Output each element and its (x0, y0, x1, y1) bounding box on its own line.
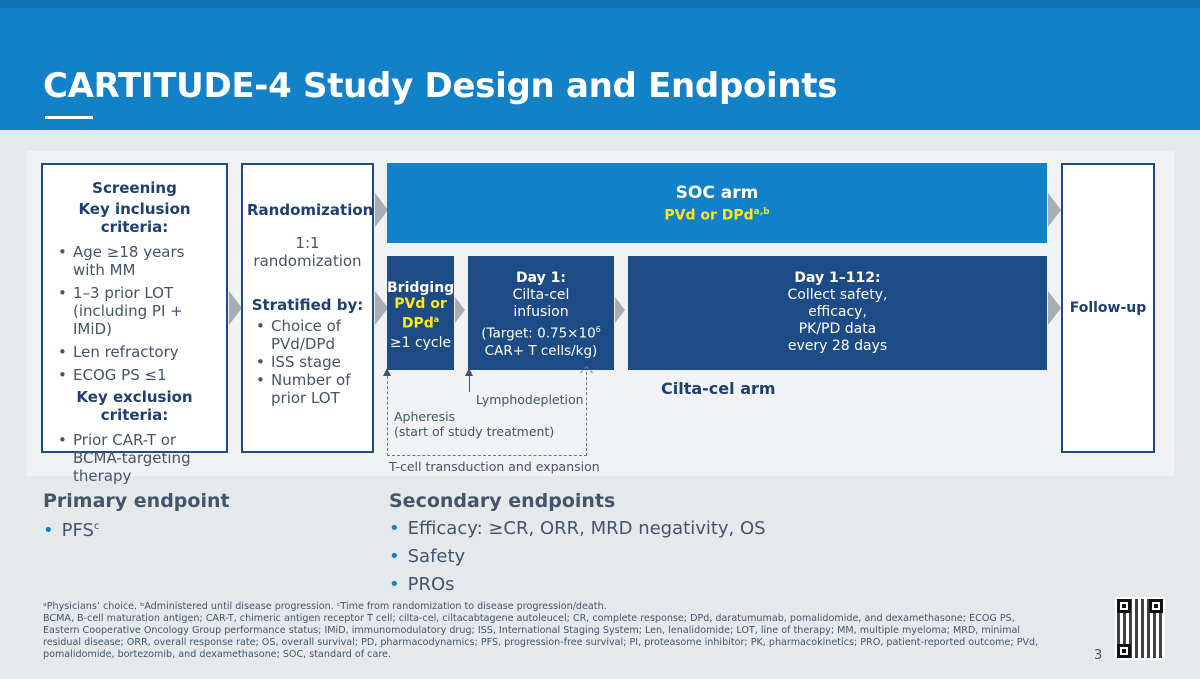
bridging-regimen-sup: a (433, 315, 440, 324)
soc-regimen-sup: a,b (753, 207, 770, 217)
stratification-item: Number of prior LOT (247, 371, 368, 407)
page-title: CARTITUDE-4 Study Design and Endpoints (43, 66, 838, 106)
header-top-stripe (0, 0, 1200, 8)
secondary-endpoints-title: Secondary endpoints (389, 490, 616, 512)
qr-finder (1117, 644, 1131, 658)
day1-title: Day 1: (516, 270, 566, 286)
bridging-regimen-1: PVd or (394, 296, 447, 312)
soc-regimen-text: PVd or DPd (664, 207, 754, 224)
lymphodepletion-line (469, 376, 470, 392)
secondary-endpoint-text: Safety (407, 546, 466, 567)
secondary-endpoint-item: • PROs (389, 574, 455, 595)
secondary-endpoint-text: Efficacy: ≥CR, ORR, MRD negativity, OS (407, 518, 766, 539)
inclusion-heading: Key inclusion criteria: (78, 200, 191, 236)
footnotes: ᵃPhysicians’ choice. ᵇAdministered until… (43, 601, 1053, 661)
inclusion-item: 1–3 prior LOT (including PI + IMiD) (49, 284, 220, 338)
primary-endpoint-text: PFS (61, 520, 94, 541)
chevron-right-icon (455, 297, 465, 323)
soc-arm-regimen: PVd or DPda,b (387, 207, 1047, 224)
transduction-label: T-cell transduction and expansion (389, 459, 600, 474)
primary-endpoint-title: Primary endpoint (43, 490, 230, 512)
exclusion-heading: Key exclusion criteria: (76, 388, 193, 424)
day112-line2: efficacy, (808, 304, 867, 320)
exclusion-item: Prior CAR-T or BCMA-targeting therapy (49, 431, 220, 485)
bullet-icon: • (389, 546, 400, 567)
lymphodepletion-arrow-icon (465, 368, 473, 376)
day1-target-suffix: CAR+ T cells/kg) (484, 342, 598, 359)
footnote-abbreviations: BCMA, B-cell maturation antigen; CAR-T, … (43, 613, 1039, 660)
bullet-icon: • (43, 520, 54, 541)
transduction-dash-line (586, 372, 587, 456)
chevron-right-icon (375, 193, 388, 227)
day1-target-sup: 6 (595, 325, 601, 334)
lymphodepletion-label: Lymphodepletion (476, 392, 584, 407)
day112-line3: PK/PD data (798, 321, 877, 337)
stratified-heading: Stratified by: (251, 296, 364, 314)
bridging-regimen-2: DPd (401, 315, 434, 332)
bridging-title: Bridging (387, 280, 455, 296)
randomization-box: Randomization 1:1 randomization Stratifi… (241, 163, 374, 453)
bridging-regimen-2-wrap: DPda (387, 312, 454, 332)
day1-line2: infusion (513, 304, 569, 320)
apheresis-sublabel: (start of study treatment) (394, 424, 555, 439)
secondary-endpoint-item: • Safety (389, 546, 465, 567)
transduction-dash-base (387, 455, 587, 456)
secondary-endpoint-item: • Efficacy: ≥CR, ORR, MRD negativity, OS (389, 518, 766, 539)
followup-label: Follow-up (1069, 300, 1147, 316)
page-number: 3 (1094, 648, 1103, 663)
apheresis-dash-line (387, 376, 388, 456)
exclusion-list: Prior CAR-T or BCMA-targeting therapy (49, 431, 220, 485)
bullet-icon: • (389, 518, 400, 539)
footnote-line1: ᵃPhysicians’ choice. ᵇAdministered until… (43, 601, 607, 612)
screening-box: Screening Key inclusion criteria: Age ≥1… (41, 163, 228, 485)
day112-title: Day 1–112: (794, 270, 881, 286)
randomization-ratio-label: randomization (253, 252, 362, 270)
chevron-right-icon (375, 291, 388, 325)
cilta-arm-label: Cilta-cel arm (661, 379, 776, 398)
day112-line1: Collect safety, (787, 287, 888, 303)
bridging-box: Bridging PVd or DPda ≥1 cycle (387, 256, 454, 370)
chevron-right-icon (615, 297, 625, 323)
chevron-right-icon (1048, 193, 1061, 227)
day1-target: (Target: 0.75×106 (468, 321, 614, 343)
day112-line4: every 28 days (787, 338, 888, 354)
apheresis-arrow-icon (383, 368, 391, 376)
chevron-right-icon (229, 291, 242, 325)
day1-target-prefix: (Target: 0.75×10 (481, 325, 596, 342)
day1-box: Day 1: Cilta-cel infusion (Target: 0.75×… (468, 256, 614, 370)
secondary-endpoint-text: PROs (407, 574, 455, 595)
qr-finder (1149, 599, 1163, 613)
header-bar: CARTITUDE-4 Study Design and Endpoints (0, 0, 1200, 130)
primary-endpoint-item: • PFSc (43, 520, 99, 541)
bullet-icon: • (389, 574, 400, 595)
stratification-item: Choice of PVd/DPd (247, 317, 368, 353)
day1-line1: Cilta-cel (512, 287, 570, 303)
title-underline (45, 116, 93, 119)
soc-arm-title: SOC arm (675, 183, 759, 203)
screening-heading: Screening (92, 179, 177, 197)
apheresis-label: Apheresis (394, 409, 456, 424)
qr-code-icon[interactable] (1115, 597, 1165, 660)
followup-box: Follow-up (1061, 163, 1155, 453)
stratification-list: Choice of PVd/DPd ISS stage Number of pr… (247, 317, 368, 407)
inclusion-item: ECOG PS ≤1 (49, 366, 220, 384)
day112-box: Day 1–112: Collect safety, efficacy, PK/… (628, 256, 1047, 370)
stratification-item: ISS stage (247, 353, 368, 371)
inclusion-item: Age ≥18 years with MM (49, 243, 220, 279)
inclusion-item: Len refractory (49, 343, 220, 361)
randomization-heading: Randomization (247, 201, 374, 219)
inclusion-list: Age ≥18 years with MM 1–3 prior LOT (inc… (49, 243, 220, 384)
randomization-ratio: 1:1 (295, 234, 320, 252)
bridging-cycles: ≥1 cycle (389, 334, 452, 351)
soc-arm-box: SOC arm PVd or DPda,b (387, 163, 1047, 243)
chevron-right-icon (1048, 291, 1061, 325)
qr-finder (1117, 599, 1131, 613)
primary-endpoint-sup: c (93, 521, 100, 532)
